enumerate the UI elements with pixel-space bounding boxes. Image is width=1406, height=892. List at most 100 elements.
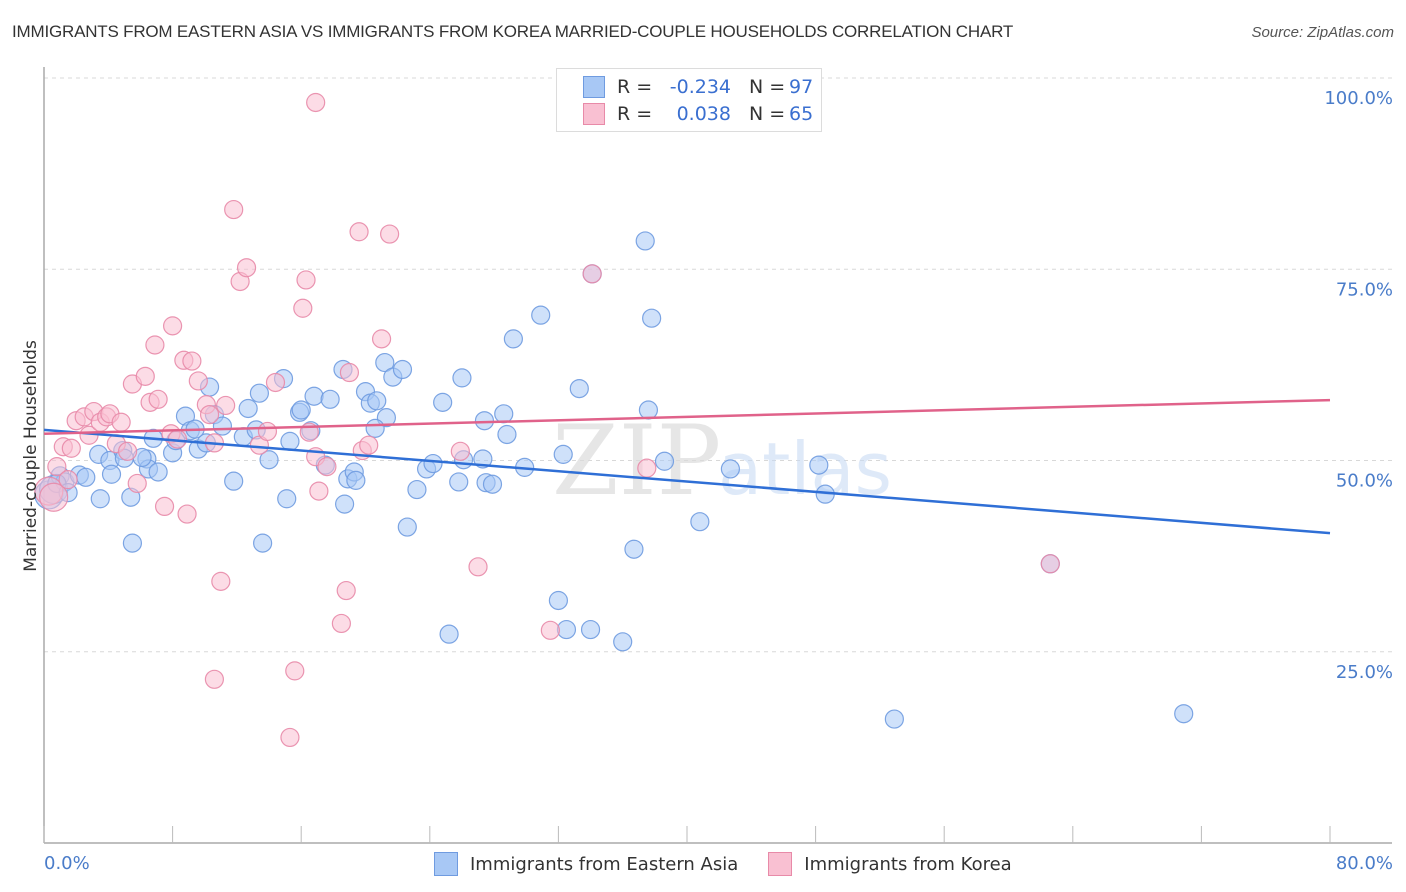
data-point: [101, 464, 122, 484]
y-tick-label: 75.0%: [1336, 279, 1393, 300]
data-point: [58, 470, 78, 490]
data-point: [211, 571, 231, 591]
data-point: [280, 727, 300, 748]
n-label: N =: [749, 76, 786, 98]
series-korea: [34, 92, 1060, 748]
source-label: Source: ZipAtlas.com: [1251, 24, 1394, 41]
n-value: 65: [789, 103, 814, 125]
y-axis-label: Married-couple Households: [21, 340, 41, 572]
data-point: [320, 389, 340, 409]
watermark-zip: ZIP: [552, 405, 721, 517]
chart-title: IMMIGRANTS FROM EASTERN ASIA VS IMMIGRAN…: [12, 22, 1014, 41]
data-point: [433, 392, 453, 412]
data-point: [613, 632, 633, 652]
data-point: [450, 441, 470, 461]
data-point: [375, 352, 395, 373]
data-point: [553, 444, 573, 464]
data-point: [145, 335, 165, 355]
data-point: [306, 92, 326, 113]
data-point: [259, 450, 279, 470]
r-value: -0.234: [669, 76, 731, 98]
data-point: [304, 386, 324, 406]
legend-swatch-eastern-asia: [434, 852, 458, 876]
n-value: 97: [789, 76, 814, 98]
data-point: [809, 455, 829, 475]
y-tick-label: 100.0%: [1324, 88, 1393, 109]
data-point: [291, 400, 311, 420]
trend-lines: [43, 398, 1331, 535]
data-point: [331, 613, 351, 634]
data-point: [265, 372, 286, 393]
data-point: [204, 669, 224, 689]
legend-item-korea[interactable]: Immigrants from Korea: [768, 852, 1012, 876]
data-point: [884, 709, 904, 729]
data-point: [336, 580, 356, 601]
data-point: [380, 224, 400, 244]
data-point: [638, 400, 659, 420]
data-point: [188, 371, 208, 391]
trend-line-eastern-asia: [43, 428, 1331, 535]
data-point: [122, 533, 143, 553]
data-point: [182, 351, 202, 371]
data-point: [624, 539, 644, 559]
legend-swatch-korea: [768, 852, 793, 876]
data-point: [423, 453, 443, 474]
data-point: [61, 438, 81, 458]
n-label: N =: [749, 103, 786, 125]
axes: [43, 67, 1392, 844]
data-point: [494, 404, 514, 424]
legend-label: Immigrants from Korea: [804, 853, 1012, 875]
tick-labels: 25.0% 50.0% 75.0% 100.0% 0.0% 80.0%: [44, 88, 1393, 874]
data-point: [135, 366, 155, 386]
data-point: [280, 431, 300, 451]
data-point: [148, 389, 168, 409]
data-point: [397, 517, 417, 537]
data-point: [452, 368, 472, 388]
data-point: [407, 479, 427, 500]
data-point: [177, 504, 197, 524]
data-point: [580, 619, 601, 640]
data-point: [277, 489, 297, 509]
data-point: [253, 533, 273, 553]
stats-row-eastern-asia: R = -0.234 N = 97: [583, 74, 813, 100]
data-point: [127, 473, 147, 494]
correlation-stats-box: R = -0.234 N = 97 R = 0.038 N = 65: [556, 68, 822, 132]
data-point: [349, 222, 369, 242]
x-tick-label: 0.0%: [44, 853, 90, 874]
points-layer: [34, 92, 1194, 748]
data-point: [47, 457, 67, 477]
data-point: [1174, 704, 1194, 724]
data-point: [216, 395, 236, 416]
legend-item-eastern-asia[interactable]: Immigrants from Eastern Asia: [434, 852, 738, 876]
data-point: [224, 471, 244, 491]
data-point: [154, 496, 175, 516]
data-point: [548, 590, 569, 611]
data-point: [720, 459, 741, 479]
data-point: [238, 398, 258, 419]
data-point: [90, 489, 110, 509]
y-tick-label: 25.0%: [1336, 662, 1393, 683]
data-point: [111, 412, 131, 432]
data-point: [296, 270, 316, 290]
data-point: [148, 462, 168, 482]
data-point: [637, 458, 657, 478]
r-label: R =: [617, 103, 653, 125]
data-point: [365, 418, 385, 438]
data-point: [224, 199, 244, 220]
stats-row-korea: R = 0.038 N = 65: [583, 101, 813, 127]
data-point: [76, 467, 96, 487]
data-point: [335, 494, 355, 514]
legend-label: Immigrants from Eastern Asia: [470, 853, 739, 875]
data-point: [212, 416, 233, 436]
watermark-atlas: atlas: [718, 427, 892, 511]
data-point: [317, 457, 337, 477]
data-point: [503, 329, 523, 349]
trend-line-korea: [43, 398, 1331, 435]
data-point: [309, 481, 329, 501]
data-point: [497, 424, 517, 445]
data-point: [468, 557, 488, 577]
data-point: [359, 435, 379, 455]
data-point: [642, 308, 662, 328]
data-point: [474, 411, 495, 431]
